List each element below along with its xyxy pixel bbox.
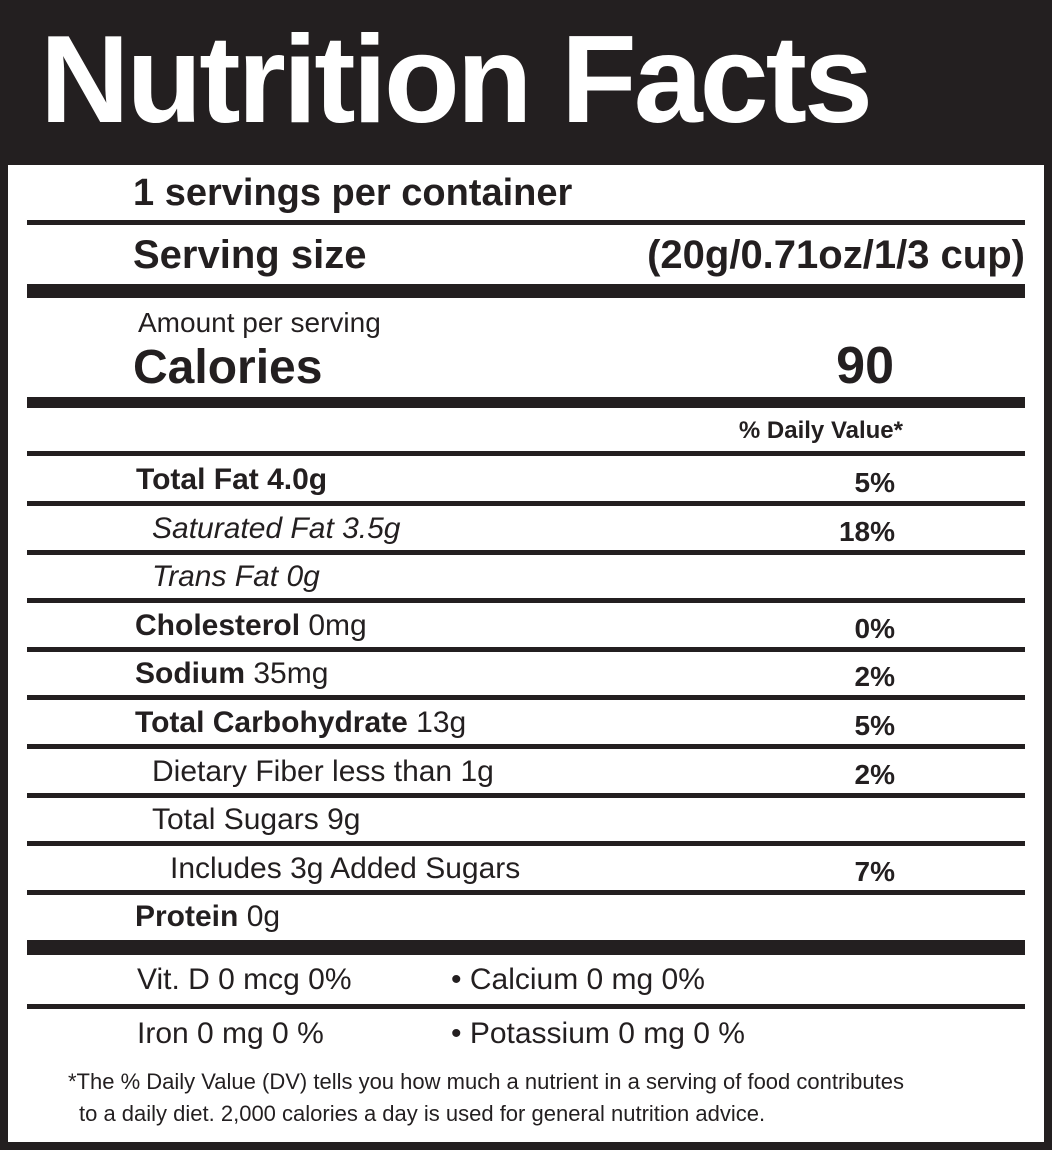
- footnote: *The % Daily Value (DV) tells you how mu…: [68, 1069, 904, 1094]
- nutrient-name: Saturated Fat 3.5g: [152, 511, 401, 545]
- rule: [27, 549, 1025, 555]
- nutrient-name: Protein: [135, 900, 239, 934]
- nutrient-amount: 35mg: [253, 657, 329, 691]
- nutrient-name: Sodium: [135, 657, 245, 691]
- thick-rule: [27, 284, 1025, 298]
- nutrient-name: Total Fat 4.0g: [136, 463, 328, 496]
- rule: [27, 744, 1025, 749]
- mineral: Vit. D 0 mcg 0%: [137, 963, 352, 996]
- calories-label: Calories: [133, 341, 323, 394]
- rule: [27, 501, 1025, 506]
- daily-value-header: % Daily Value*: [738, 417, 903, 444]
- nutrient-row: Includes 3g Added Sugars: [170, 851, 521, 885]
- nutrient-row: Total Carbohydrate 13g: [135, 708, 466, 738]
- nutrient-row: Cholesterol 0mg: [135, 608, 367, 642]
- nutrient-name: Total Sugars 9g: [152, 803, 361, 837]
- serving-size-label: Serving size: [133, 233, 367, 277]
- thick-rule: [27, 397, 1025, 408]
- nutrient-amount: 0g: [246, 900, 281, 934]
- rule: [27, 792, 1025, 798]
- nutrient-row: Sodium 35mg: [135, 659, 328, 689]
- nutrient-row: Total Fat 4.0g: [136, 465, 327, 495]
- calories-value: 90: [836, 337, 894, 395]
- mineral: Iron 0 mg 0 %: [137, 1017, 324, 1050]
- nutrient-amount: 13g: [416, 706, 467, 739]
- rule: [27, 889, 1025, 895]
- daily-value: 5%: [854, 710, 895, 741]
- rule: [27, 841, 1025, 847]
- serving-size: (20g/0.71oz/1/3 cup): [647, 233, 1025, 277]
- nutrient-amount: 0mg: [308, 608, 367, 642]
- nutrient-row: Dietary Fiber less than 1g: [152, 754, 494, 788]
- rule: [27, 646, 1025, 652]
- rule: [27, 1004, 1025, 1009]
- daily-value: 18%: [838, 515, 895, 547]
- daily-value: 2%: [854, 661, 895, 693]
- amount-per-serving: Amount per serving: [138, 307, 381, 338]
- footnote: to a daily diet. 2,000 calories a day is…: [79, 1101, 766, 1126]
- title: Nutrition Facts: [40, 11, 873, 149]
- nutrient-name: Cholesterol: [135, 608, 301, 642]
- daily-value: 7%: [854, 855, 895, 887]
- rule: [27, 220, 1025, 225]
- rule: [27, 598, 1025, 604]
- daily-value: 2%: [854, 758, 895, 790]
- servings-per-container: 1 servings per container: [133, 172, 573, 214]
- nutrient-row: Trans Fat 0g: [152, 562, 320, 592]
- nutrient-name: Dietary Fiber less than 1g: [152, 754, 494, 788]
- rule: [27, 451, 1025, 456]
- mineral: • Calcium 0 mg 0%: [451, 963, 705, 996]
- mineral: • Potassium 0 mg 0 %: [451, 1017, 745, 1050]
- thick-rule: [27, 940, 1025, 955]
- daily-value: 5%: [854, 467, 895, 498]
- panel: [8, 165, 1044, 1142]
- nutrient-row: Protein 0g: [135, 902, 280, 932]
- nutrient-name: Trans Fat 0g: [152, 560, 320, 594]
- nutrient-name: Includes 3g Added Sugars: [170, 851, 521, 885]
- nutrient-row: Total Sugars 9g: [152, 805, 360, 835]
- daily-value: 0%: [854, 612, 895, 644]
- rule: [27, 695, 1025, 701]
- nutrient-name: Total Carbohydrate: [135, 706, 408, 739]
- nutrient-row: Saturated Fat 3.5g: [152, 511, 401, 545]
